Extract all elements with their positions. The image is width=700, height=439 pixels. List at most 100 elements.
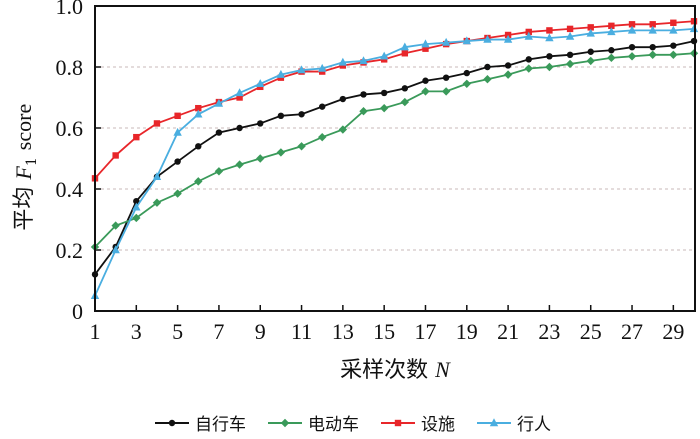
data-point: [133, 198, 140, 205]
data-point: [648, 50, 657, 59]
data-point: [168, 419, 176, 426]
data-point: [503, 34, 513, 43]
data-point: [565, 31, 575, 40]
data-point: [422, 77, 429, 84]
data-point: [194, 109, 203, 118]
y-tick-label: 0.4: [56, 177, 84, 202]
y-axis-label: 平均 F1 score: [6, 92, 40, 242]
data-point: [627, 52, 637, 61]
data-point: [524, 31, 533, 40]
data-point: [235, 160, 244, 169]
data-point: [152, 172, 162, 180]
legend-label: 设施: [421, 415, 455, 435]
data-point: [566, 25, 574, 33]
data-point: [607, 27, 616, 36]
legend-item: 行人: [477, 410, 551, 435]
data-point: [628, 43, 636, 51]
data-point: [504, 62, 512, 69]
data-point: [359, 56, 368, 65]
data-point: [421, 39, 430, 48]
x-tick-label: 9: [255, 319, 266, 344]
x-tick-label: 5: [172, 319, 183, 344]
data-point: [462, 36, 471, 45]
x-tick-label: 11: [291, 319, 312, 344]
data-point: [669, 25, 678, 34]
data-point: [359, 107, 368, 116]
data-point: [462, 79, 471, 88]
y-label-suffix: score: [10, 103, 36, 151]
data-point: [277, 112, 285, 120]
data-point: [401, 50, 409, 57]
data-point: [256, 154, 265, 163]
data-point: [525, 56, 532, 63]
data-point: [174, 112, 181, 119]
data-point: [422, 45, 429, 52]
data-point: [587, 24, 594, 31]
x-tick-label: 13: [332, 319, 354, 344]
data-point: [173, 189, 182, 198]
y-tick-label: 0: [72, 299, 83, 324]
legend-label: 电动车: [308, 415, 359, 435]
legend-swatch: [155, 419, 189, 426]
data-point: [257, 120, 264, 127]
series-3: [90, 24, 699, 299]
data-point: [194, 177, 203, 186]
data-point: [195, 143, 202, 150]
x-tick-label: 23: [538, 319, 560, 344]
series-line: [94, 40, 695, 275]
data-point: [463, 69, 470, 77]
data-point: [215, 129, 223, 136]
data-point: [586, 28, 595, 37]
data-point: [319, 103, 326, 110]
data-point: [608, 22, 615, 30]
series-line: [94, 20, 695, 179]
data-point: [112, 152, 119, 159]
data-point: [174, 158, 181, 165]
data-point: [153, 120, 161, 127]
data-point: [318, 63, 327, 72]
x-tick-label: 3: [131, 319, 142, 344]
x-label-text: 采样次数: [340, 358, 429, 383]
data-point: [173, 127, 182, 136]
x-tick-label: 29: [662, 319, 684, 344]
data-point: [236, 94, 243, 101]
data-point: [628, 21, 636, 28]
data-point: [503, 70, 513, 79]
legend-item: 自行车: [155, 410, 246, 435]
data-point: [338, 57, 348, 66]
legend-swatch: [381, 419, 415, 426]
data-point: [297, 65, 306, 74]
data-point: [546, 27, 553, 34]
data-point: [648, 25, 657, 34]
y-tick-label: 1.0: [56, 0, 84, 19]
data-point: [132, 202, 141, 211]
data-point: [442, 74, 450, 81]
data-point: [338, 125, 348, 134]
data-point: [545, 33, 554, 42]
data-point: [587, 48, 594, 55]
x-tick-label: 1: [90, 319, 101, 344]
data-point: [214, 98, 224, 107]
series-line: [94, 52, 695, 248]
data-point: [441, 37, 451, 46]
data-point: [566, 51, 574, 58]
x-tick-label: 19: [456, 319, 478, 344]
series-line: [94, 27, 695, 297]
data-point: [483, 75, 492, 84]
data-point: [380, 89, 388, 97]
x-tick-label: 21: [497, 319, 519, 344]
data-point: [649, 21, 656, 28]
data-point: [318, 132, 327, 142]
x-tick-label: 7: [213, 319, 224, 344]
data-point: [489, 417, 499, 426]
data-point: [256, 79, 265, 87]
data-point: [670, 19, 677, 26]
data-point: [298, 111, 305, 118]
legend-swatch: [477, 417, 511, 426]
data-point: [297, 142, 306, 151]
legend-item: 电动车: [268, 410, 359, 435]
legend-label: 自行车: [195, 415, 246, 435]
data-point: [441, 87, 451, 96]
